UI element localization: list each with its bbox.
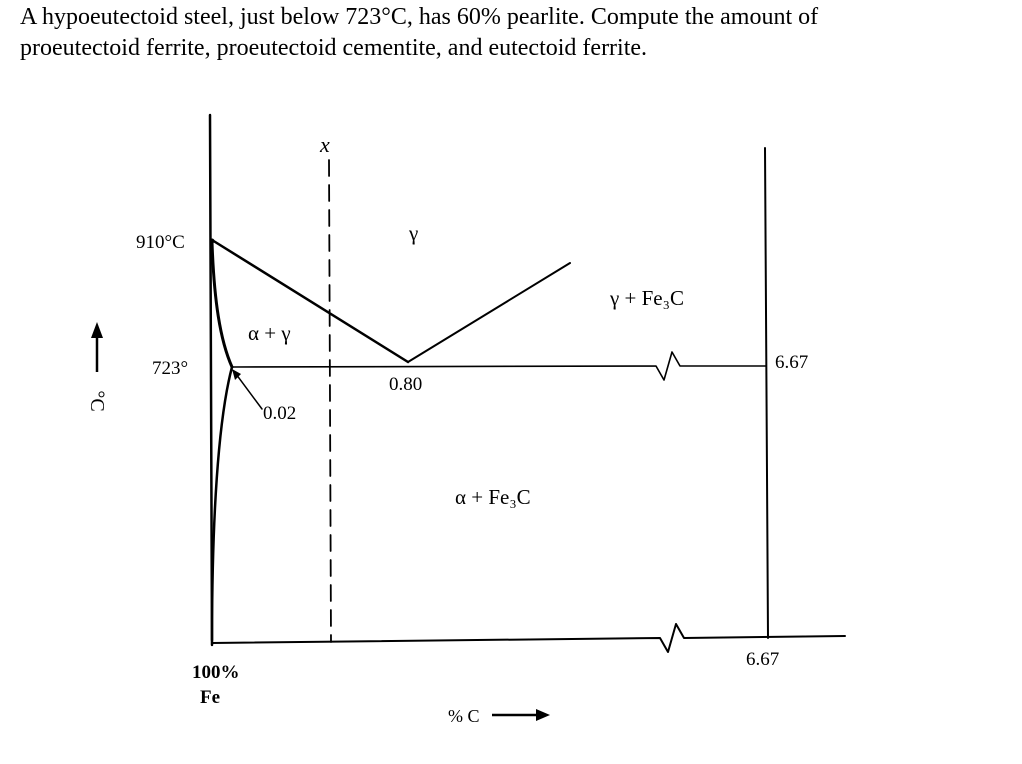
label-910: 910°C bbox=[136, 232, 185, 253]
phase-gamma: γ bbox=[408, 221, 418, 245]
temperature-axis-arrowhead bbox=[91, 322, 103, 338]
ferrite-solvus bbox=[210, 365, 234, 642]
pointer-002 bbox=[235, 373, 263, 410]
label-6-67-bottom: 6.67 bbox=[746, 649, 779, 670]
composition-axis-arrowhead bbox=[536, 709, 550, 721]
question-line-2: proeutectoid ferrite, proeutectoid cemen… bbox=[20, 35, 648, 61]
composition-line-x bbox=[328, 159, 332, 643]
pointer-002-head bbox=[232, 369, 241, 380]
ferrite-upper-boundary bbox=[210, 240, 234, 369]
label-0-80: 0.80 bbox=[389, 374, 422, 395]
label-6-67-top: 6.67 bbox=[775, 352, 808, 373]
cementite-line bbox=[764, 147, 769, 639]
bottom-axis-line bbox=[211, 623, 846, 653]
910-point bbox=[209, 238, 215, 244]
origin-label-line2: Fe bbox=[200, 687, 220, 708]
phase-alpha-fe3c: α + Fe₃C bbox=[455, 485, 531, 509]
question-text: A hypoeutectoid steel, just below 723°C,… bbox=[20, 2, 1010, 64]
acm-line bbox=[407, 262, 571, 363]
origin-label-line1: 100% bbox=[192, 662, 240, 683]
eutectoid-isotherm bbox=[231, 351, 767, 381]
phase-gamma-fe3c: γ + Fe₃C bbox=[609, 286, 684, 310]
label-0-02: 0.02 bbox=[263, 403, 296, 424]
composition-line-x-label: x bbox=[319, 132, 330, 157]
y-axis-label: °C bbox=[86, 390, 108, 411]
a3-line bbox=[210, 238, 410, 364]
phase-alpha-gamma: α + γ bbox=[248, 321, 291, 345]
question-line-1: A hypoeutectoid steel, just below 723°C,… bbox=[20, 4, 819, 30]
left-axis-line bbox=[208, 113, 214, 647]
x-axis-label: % C bbox=[448, 706, 480, 726]
label-723: 723° bbox=[152, 358, 188, 379]
